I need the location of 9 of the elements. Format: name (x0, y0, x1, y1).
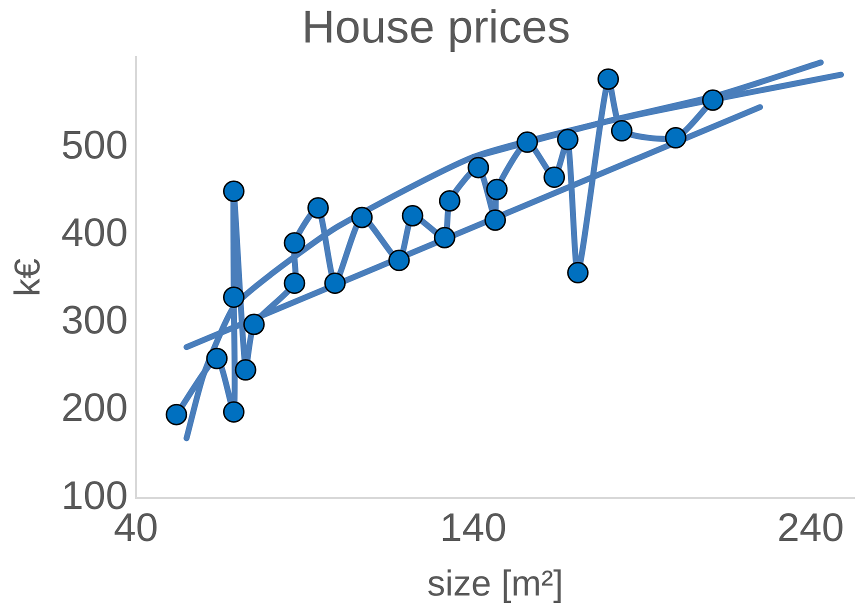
y-tick-label: 200 (61, 386, 128, 430)
chart-title: House prices (302, 0, 570, 52)
x-tick-label: 140 (440, 506, 507, 550)
x-axis-title: size [m²] (427, 562, 564, 604)
y-tick-label: 500 (61, 123, 128, 168)
x-tick-label: 240 (777, 506, 844, 550)
y-tick-label: 400 (61, 211, 128, 256)
y-tick-label: 300 (61, 298, 128, 343)
y-axis-title: k€ (6, 258, 48, 297)
